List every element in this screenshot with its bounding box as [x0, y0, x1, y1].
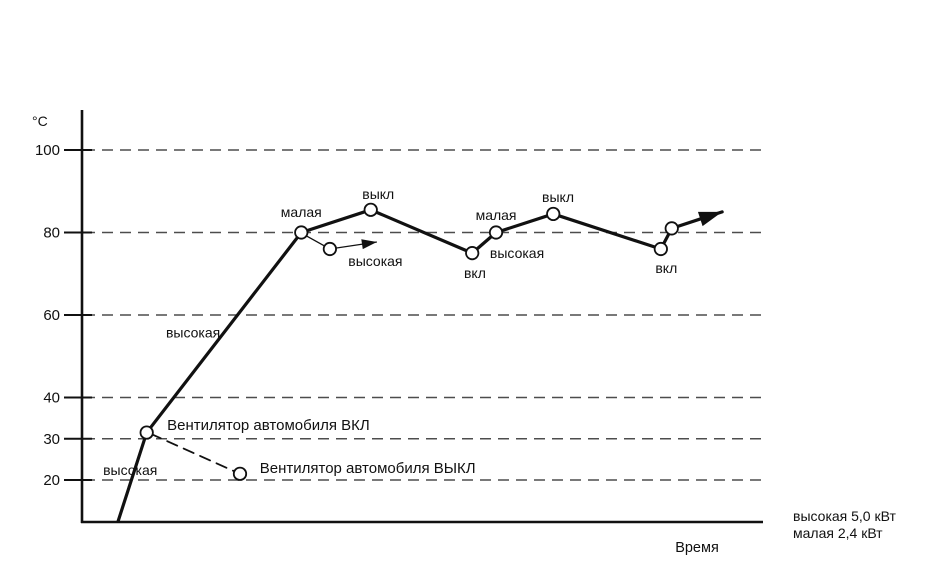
point-label-10: выкл: [542, 189, 574, 205]
point-label-6: высокая: [348, 253, 402, 269]
point-label-4: малая: [281, 204, 322, 220]
data-point-marker: [488, 225, 504, 240]
point-label-1: высокая: [166, 325, 220, 341]
y-axis-unit-label: °C: [32, 113, 48, 129]
point-label-9: высокая: [490, 245, 544, 261]
data-point-marker: [465, 246, 480, 261]
data-point-marker: [232, 466, 248, 481]
y-tick-label-60: 60: [43, 307, 60, 324]
y-tick-label-100: 100: [35, 142, 60, 159]
y-tick-label-80: 80: [43, 225, 60, 242]
data-point-marker: [546, 206, 561, 222]
y-tick-label-20: 20: [43, 472, 60, 489]
point-label-5: выкл: [362, 186, 394, 202]
point-label-2: Вентилятор автомобиля ВКЛ: [167, 417, 370, 434]
data-point-marker: [653, 241, 668, 257]
data-point-marker: [363, 202, 378, 217]
data-point-marker: [322, 241, 337, 257]
x-axis-label: Время: [675, 540, 719, 556]
y-tick-label-40: 40: [43, 390, 60, 407]
data-point-marker: [294, 225, 309, 240]
legend-low-power-label: малая 2,4 кВт: [793, 525, 883, 541]
point-label-0: высокая: [103, 462, 157, 478]
series-arrowhead-0: [697, 211, 723, 227]
point-label-7: вкл: [464, 265, 486, 281]
point-label-8: малая: [476, 207, 517, 223]
series-line-1: [149, 432, 241, 475]
chart-generated-layer: 100 80 60 40 30 20 высокая высокая Вентилятор ав…: [35, 110, 763, 524]
legend-high-power-label: высокая 5,0 кВт: [793, 508, 896, 524]
data-point-marker: [139, 425, 154, 440]
y-tick-label-30: 30: [43, 431, 60, 448]
point-label-3: Вентилятор автомобиля ВЫКЛ: [260, 460, 476, 477]
point-label-11: вкл: [655, 260, 677, 276]
data-point-marker: [664, 221, 679, 236]
annotation-arrowhead: [361, 239, 377, 250]
